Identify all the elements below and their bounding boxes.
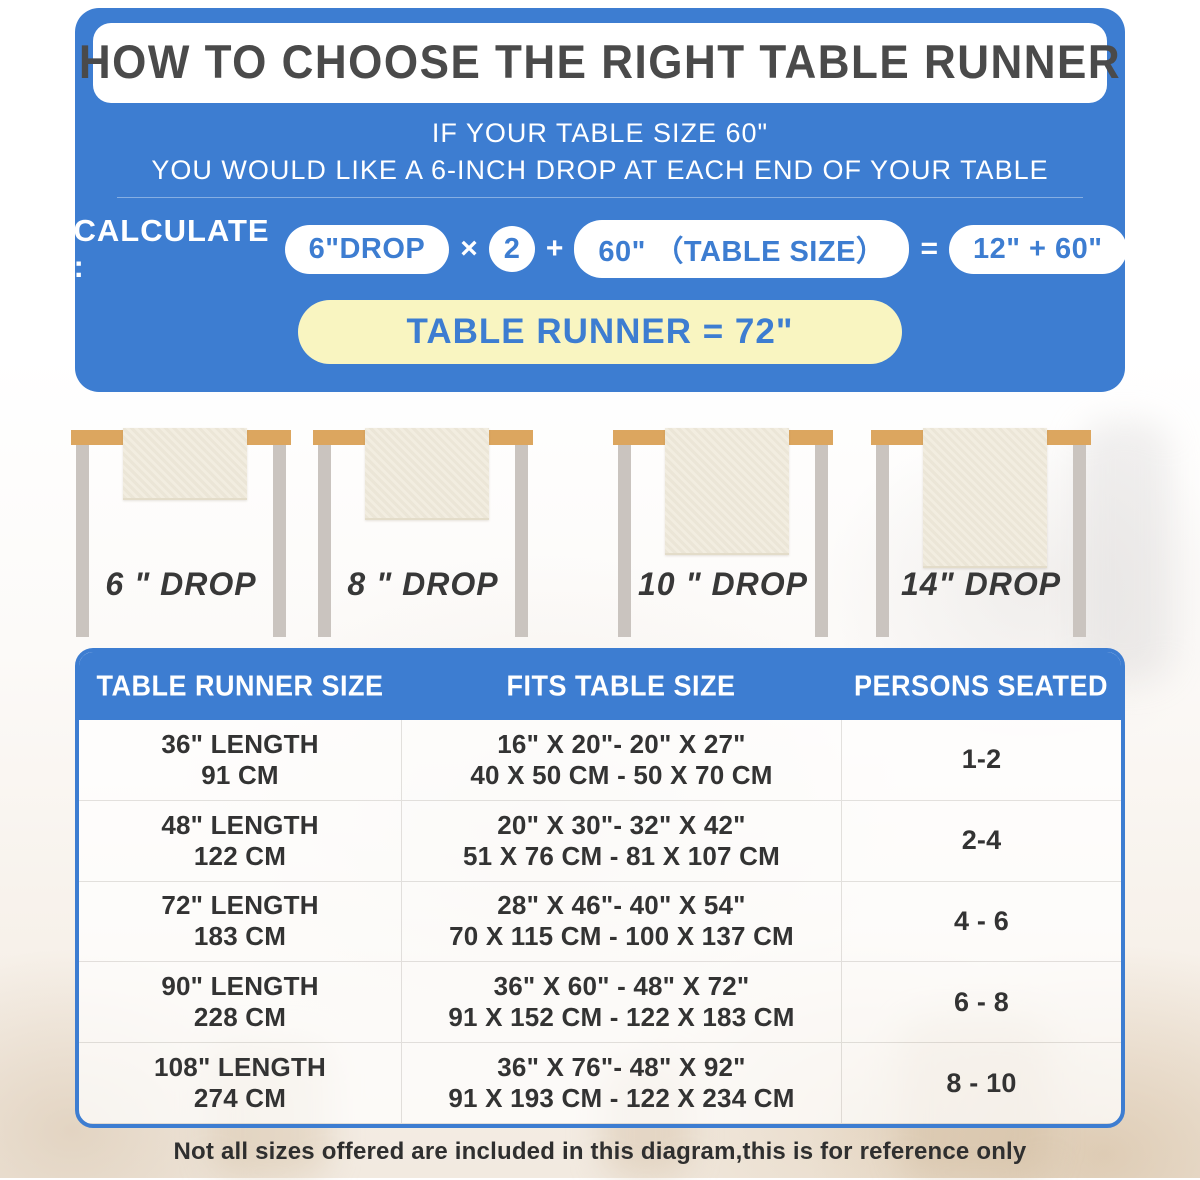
- table-size-pill: 60" （TABLE SIZE）: [574, 220, 910, 278]
- table-header-row: TABLE RUNNER SIZE FITS TABLE SIZE PERSON…: [79, 652, 1121, 720]
- fits-size-cm: 70 X 115 CM - 100 X 137 CM: [449, 921, 794, 952]
- size-reference-table: TABLE RUNNER SIZE FITS TABLE SIZE PERSON…: [75, 648, 1125, 1128]
- runner-size-cm: 228 CM: [193, 1002, 287, 1033]
- fits-size-cm: 40 X 50 CM - 50 X 70 CM: [470, 759, 773, 790]
- page-title: HOW TO CHOOSE THE RIGHT TABLE RUNNER: [78, 36, 1122, 89]
- persons-seated-value: 8 - 10: [946, 1067, 1017, 1098]
- table-row: 108" LENGTH 274 CM: [79, 1043, 401, 1124]
- runner-size-cm: 183 CM: [193, 921, 287, 952]
- table-leg: [618, 445, 631, 637]
- drop-label: 14" DROP: [900, 566, 1062, 602]
- table-runner-illustration: [923, 428, 1047, 568]
- column-header-fits-table-size: FITS TABLE SIZE: [506, 669, 736, 702]
- table-row: 4 - 6: [841, 881, 1121, 963]
- runner-size-inches: 108" LENGTH: [153, 1052, 326, 1083]
- table-figure-14-drop: 14" DROP: [871, 418, 1091, 648]
- table-row: 2-4: [841, 800, 1121, 882]
- table-runner-illustration: [665, 428, 789, 555]
- table-row: 36" X 76"- 48" X 92" 91 X 193 CM - 122 X…: [401, 1043, 841, 1124]
- persons-seated-value: 1-2: [961, 744, 1002, 775]
- multiplier-circle: 2: [488, 226, 535, 272]
- table-leg: [318, 445, 331, 637]
- drop-label: 6 " DROP: [105, 566, 257, 602]
- fits-size-cm: 51 X 76 CM - 81 X 107 CM: [463, 840, 780, 871]
- runner-size-cm: 274 CM: [193, 1083, 287, 1114]
- drop-illustrations: 6 " DROP 8 " DROP 10 " DROP 14" DROP: [0, 418, 1200, 648]
- fits-size-inches: 20" X 30"- 32" X 42": [497, 809, 746, 840]
- table-row: 72" LENGTH 183 CM: [79, 882, 401, 963]
- table-row: 36" X 60" - 48" X 72" 91 X 152 CM - 122 …: [401, 962, 841, 1044]
- column-header-runner-size: TABLE RUNNER SIZE: [96, 669, 384, 702]
- table-body: 36" LENGTH 91 CM 16" X 20"- 20" X 27" 40…: [79, 720, 1121, 1124]
- table-row: 90" LENGTH 228 CM: [79, 962, 401, 1044]
- runner-size-cm: 91 CM: [201, 759, 279, 790]
- hero-panel: HOW TO CHOOSE THE RIGHT TABLE RUNNER IF …: [73, 8, 1127, 392]
- table-runner-illustration: [123, 428, 247, 500]
- table-row: 20" X 30"- 32" X 42" 51 X 76 CM - 81 X 1…: [401, 800, 841, 882]
- runner-result-banner: TABLE RUNNER = 72": [298, 300, 902, 364]
- calc-result-pill: 12" + 60": [948, 224, 1127, 274]
- table-row: 1-2: [841, 720, 1121, 801]
- table-figure-8-drop: 8 " DROP: [313, 418, 533, 648]
- table-leg: [815, 445, 828, 637]
- calculate-label: CALCULATE :: [73, 213, 270, 284]
- title-banner: HOW TO CHOOSE THE RIGHT TABLE RUNNER: [79, 23, 1120, 103]
- persons-seated-value: 2-4: [961, 825, 1002, 856]
- equals-operator: =: [920, 232, 938, 265]
- fits-size-cm: 91 X 193 CM - 122 X 234 CM: [448, 1083, 795, 1114]
- multiply-operator: ×: [460, 232, 478, 265]
- persons-seated-value: 6 - 8: [953, 986, 1010, 1017]
- table-leg: [515, 445, 528, 637]
- runner-size-cm: 122 CM: [193, 840, 287, 871]
- table-leg: [273, 445, 286, 637]
- table-figure-6-drop: 6 " DROP: [71, 418, 291, 648]
- column-header-persons-seated: PERSONS SEATED: [853, 669, 1109, 702]
- table-row: 48" LENGTH 122 CM: [79, 801, 401, 882]
- runner-size-inches: 48" LENGTH: [161, 809, 319, 840]
- drop-label: 8 " DROP: [347, 566, 499, 602]
- background-blur-blob: [1080, 420, 1170, 680]
- table-row: 28" X 46"- 40" X 54" 70 X 115 CM - 100 X…: [401, 881, 841, 963]
- footer-disclaimer: Not all sizes offered are included in th…: [173, 1138, 1027, 1165]
- fits-size-inches: 16" X 20"- 20" X 27": [497, 728, 746, 759]
- table-row: 16" X 20"- 20" X 27" 40 X 50 CM - 50 X 7…: [401, 720, 841, 801]
- fits-size-cm: 91 X 152 CM - 122 X 183 CM: [448, 1002, 795, 1033]
- calculation-row: CALCULATE : 6"DROP × 2 + 60" （TABLE SIZE…: [73, 213, 1127, 285]
- table-leg: [1073, 445, 1086, 637]
- table-figure-10-drop: 10 " DROP: [613, 418, 833, 648]
- drop-value-pill: 6"DROP: [284, 224, 450, 274]
- fits-size-inches: 36" X 76"- 48" X 92": [497, 1052, 746, 1083]
- table-row: 8 - 10: [841, 1043, 1121, 1124]
- drop-label: 10 " DROP: [638, 566, 808, 602]
- table-leg: [76, 445, 89, 637]
- runner-size-inches: 72" LENGTH: [161, 890, 319, 921]
- hero-divider: [117, 197, 1083, 198]
- table-row: 6 - 8: [841, 962, 1121, 1044]
- runner-size-inches: 36" LENGTH: [161, 728, 319, 759]
- fits-size-inches: 36" X 60" - 48" X 72": [493, 971, 750, 1002]
- runner-size-inches: 90" LENGTH: [161, 971, 319, 1002]
- plus-operator: +: [545, 232, 564, 265]
- table-row: 36" LENGTH 91 CM: [79, 720, 401, 801]
- table-leg: [876, 445, 889, 637]
- hero-subtitle: IF YOUR TABLE SIZE 60" YOU WOULD LIKE A …: [151, 115, 1048, 189]
- persons-seated-value: 4 - 6: [953, 905, 1010, 936]
- table-runner-illustration: [365, 428, 489, 520]
- hero-subtitle-line2: YOU WOULD LIKE A 6-INCH DROP AT EACH END…: [151, 155, 1049, 185]
- hero-subtitle-line1: IF YOUR TABLE SIZE 60": [431, 118, 769, 148]
- fits-size-inches: 28" X 46"- 40" X 54": [497, 890, 746, 921]
